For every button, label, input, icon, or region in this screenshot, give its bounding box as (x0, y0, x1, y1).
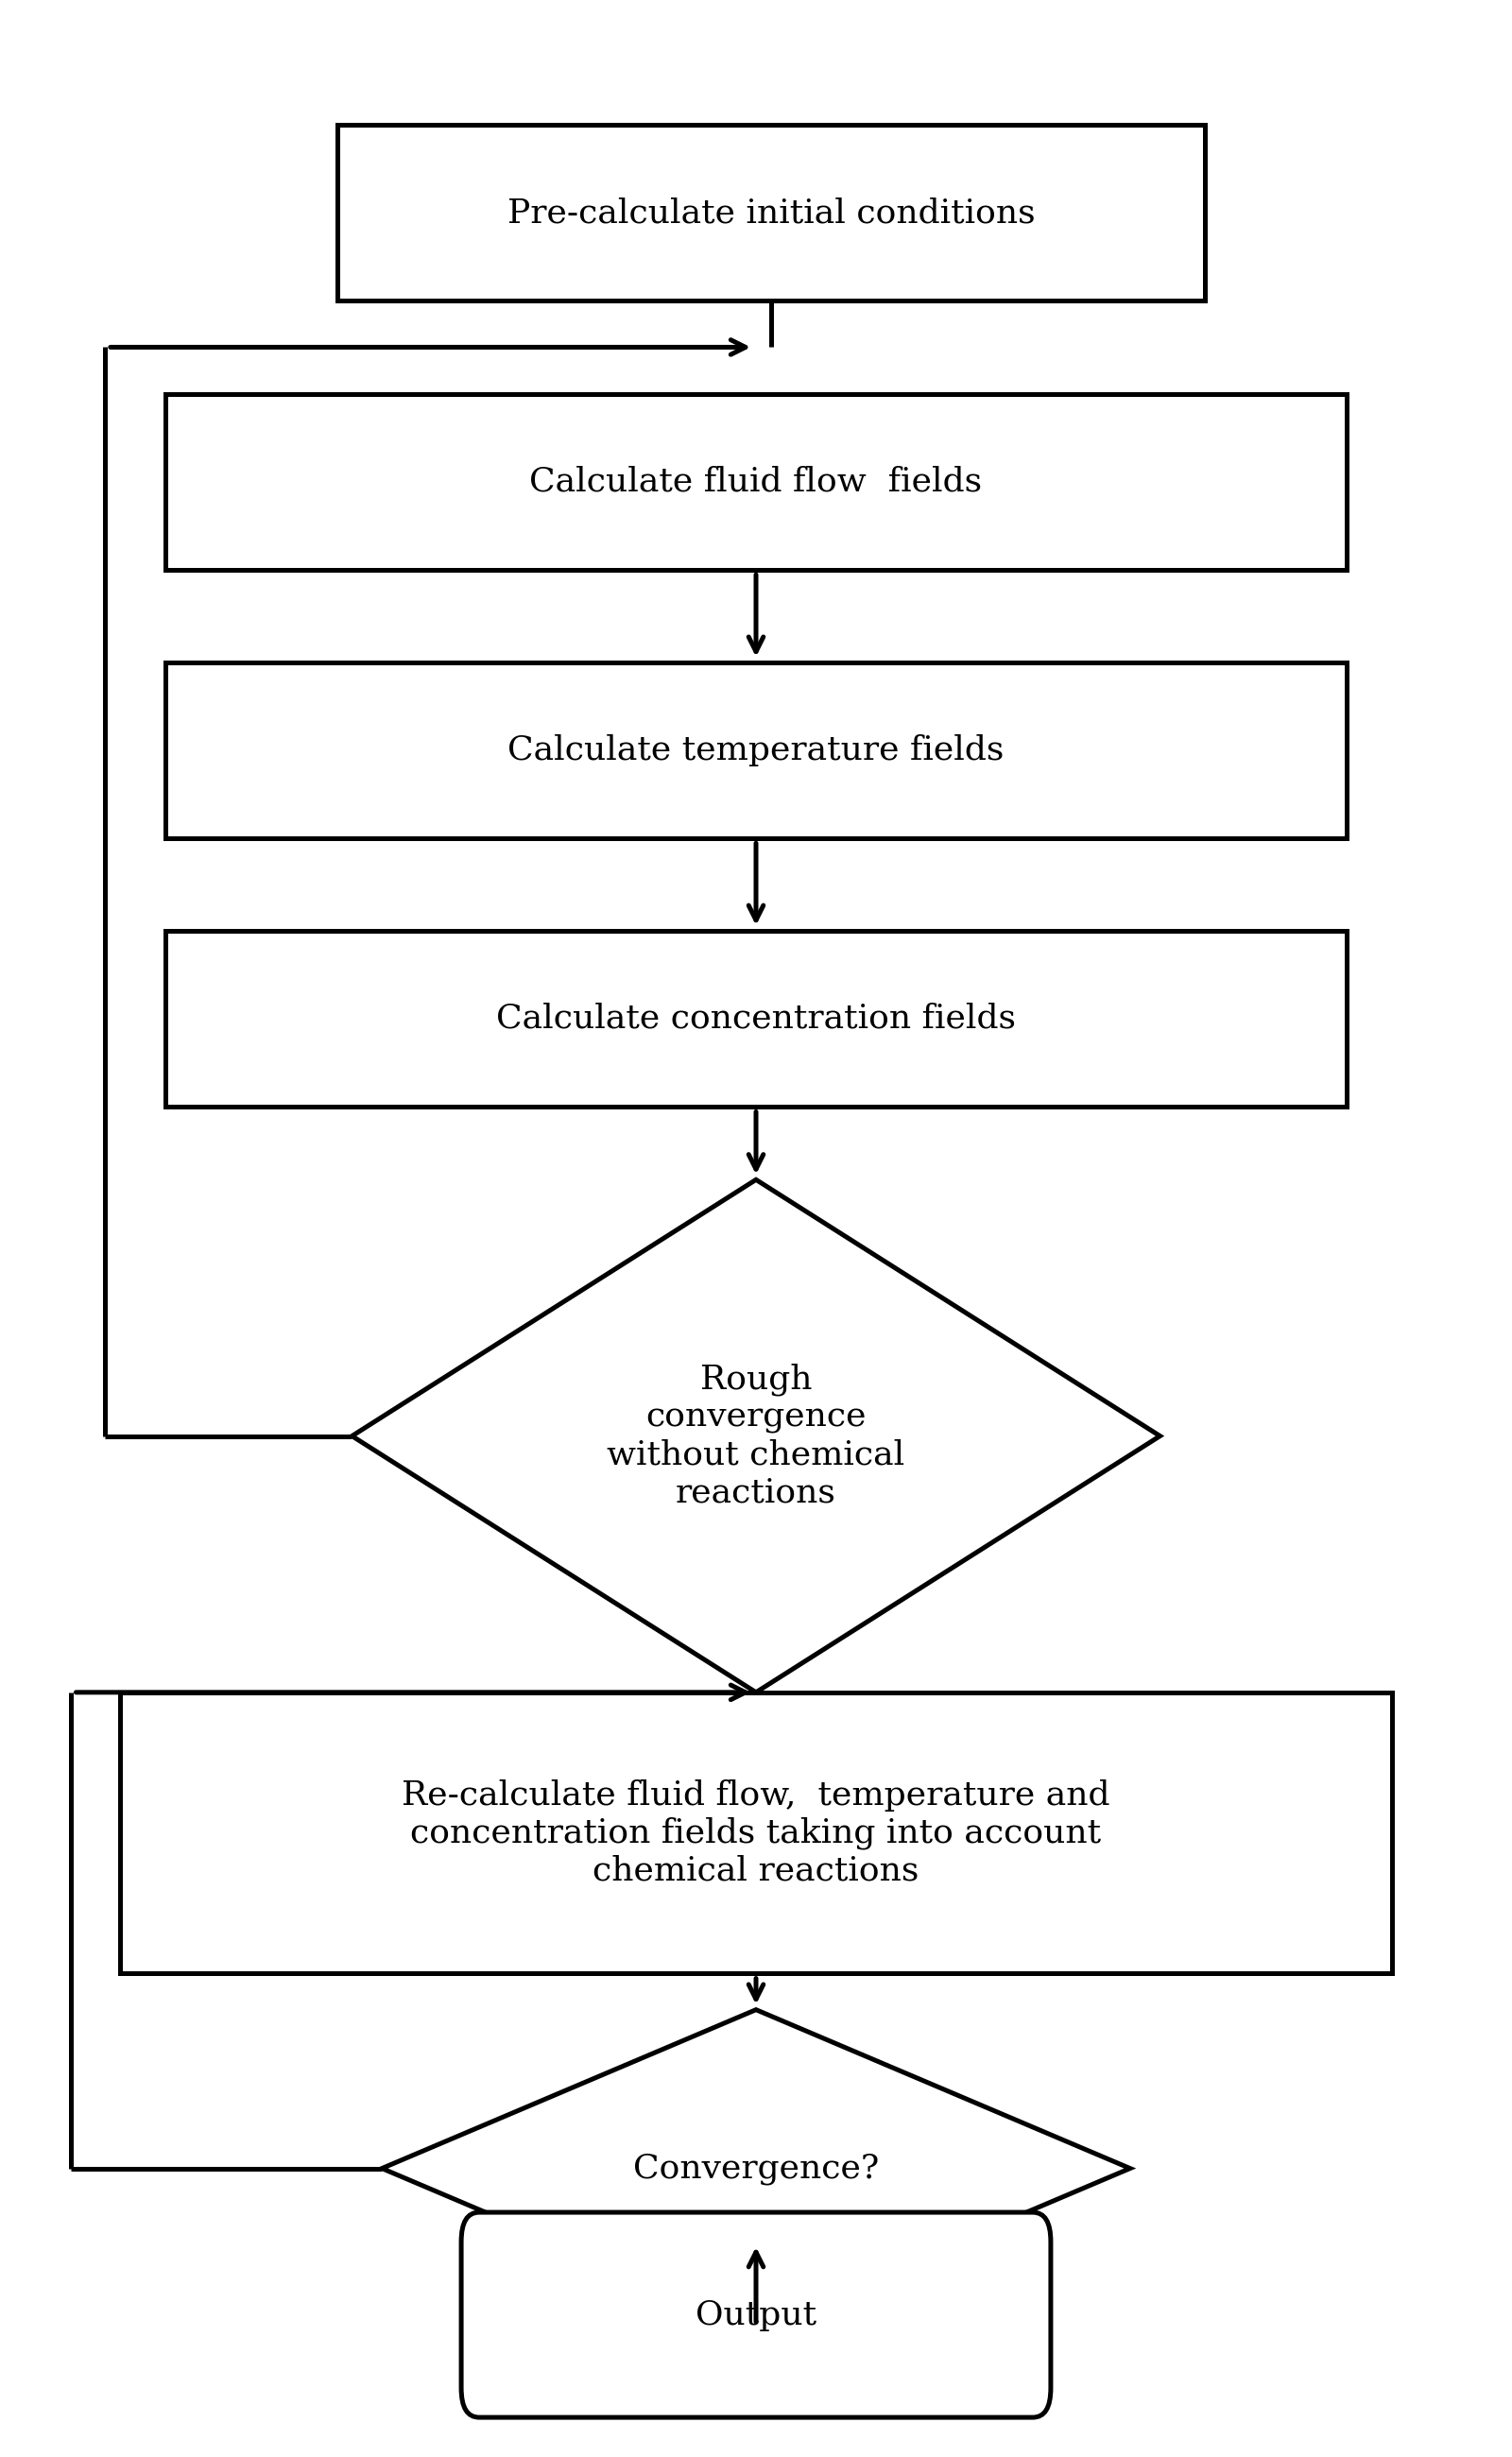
Bar (165, 661, 1347, 838)
Bar (165, 931, 1347, 1106)
Text: Calculate fluid flow  fields: Calculate fluid flow fields (529, 464, 983, 496)
Text: Convergence?: Convergence? (634, 2152, 878, 2184)
Text: Output: Output (696, 2300, 816, 2332)
Polygon shape (352, 1179, 1160, 1693)
Text: Rough
convergence
without chemical
reactions: Rough convergence without chemical react… (606, 1364, 906, 1509)
Bar (337, 125, 1205, 300)
Polygon shape (383, 2010, 1129, 2327)
Text: Pre-calculate initial conditions: Pre-calculate initial conditions (507, 197, 1034, 229)
Text: Re-calculate fluid flow,  temperature and
concentration fields taking into accou: Re-calculate fluid flow, temperature and… (402, 1779, 1110, 1887)
Bar (119, 1693, 1393, 1973)
Text: Calculate concentration fields: Calculate concentration fields (496, 1002, 1016, 1034)
FancyBboxPatch shape (461, 2211, 1051, 2418)
Text: Calculate temperature fields: Calculate temperature fields (508, 735, 1004, 767)
Bar (165, 393, 1347, 570)
